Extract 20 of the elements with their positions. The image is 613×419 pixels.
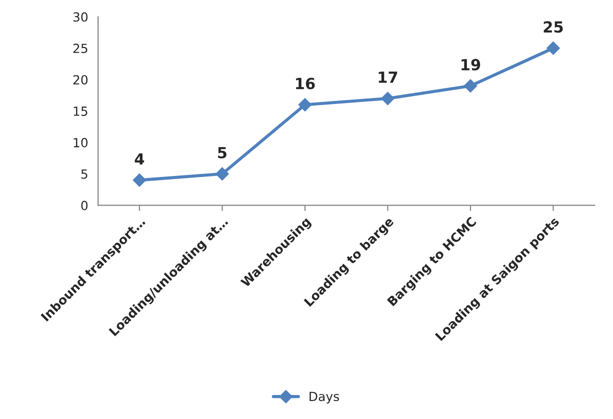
point xyxy=(464,79,478,92)
point xyxy=(546,42,560,55)
y-tick-label: 5 xyxy=(81,170,88,179)
y-tick-label: 30 xyxy=(73,12,88,22)
data-label: 4 xyxy=(134,153,144,164)
point xyxy=(216,167,229,180)
data-label: 17 xyxy=(378,72,398,83)
y-tick-label: 25 xyxy=(73,44,88,54)
data-label: 5 xyxy=(218,147,226,158)
y-tick-label: 0 xyxy=(81,200,88,210)
y-tick-label: 15 xyxy=(74,106,88,116)
legend-label: Days xyxy=(310,392,339,404)
y-tick-label: 20 xyxy=(73,75,88,85)
data-label: 25 xyxy=(544,21,563,33)
data-label: 19 xyxy=(462,58,480,70)
point xyxy=(381,92,394,106)
point xyxy=(298,98,312,112)
y-tick-label: 10 xyxy=(74,138,88,148)
data-label: 16 xyxy=(296,78,315,90)
point xyxy=(132,174,146,187)
